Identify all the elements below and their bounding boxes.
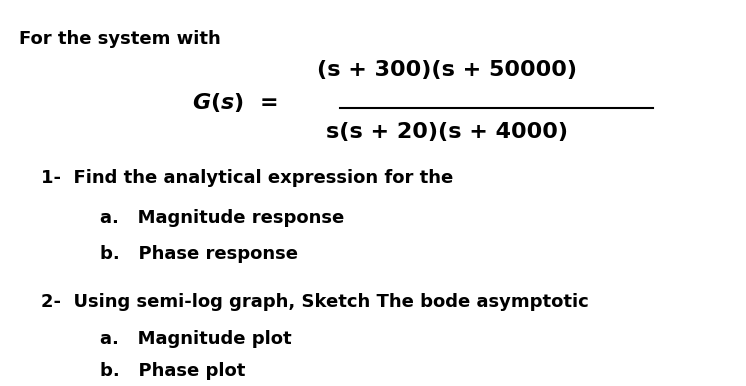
Text: b.   Phase response: b. Phase response xyxy=(100,245,298,264)
Text: 2-  Using semi-log graph, Sketch The bode asymptotic: 2- Using semi-log graph, Sketch The bode… xyxy=(41,293,589,311)
Text: 1-  Find the analytical expression for the: 1- Find the analytical expression for th… xyxy=(41,169,454,187)
Text: s(s + 20)(s + 4000): s(s + 20)(s + 4000) xyxy=(326,122,568,142)
Text: a.   Magnitude response: a. Magnitude response xyxy=(100,209,345,227)
Text: For the system with: For the system with xyxy=(19,30,221,48)
Text: (s + 300)(s + 50000): (s + 300)(s + 50000) xyxy=(317,60,577,80)
Text: $\boldsymbol{G(s)}$  =: $\boldsymbol{G(s)}$ = xyxy=(192,91,277,114)
Text: b.   Phase plot: b. Phase plot xyxy=(100,362,245,381)
Text: a.   Magnitude plot: a. Magnitude plot xyxy=(100,330,292,347)
